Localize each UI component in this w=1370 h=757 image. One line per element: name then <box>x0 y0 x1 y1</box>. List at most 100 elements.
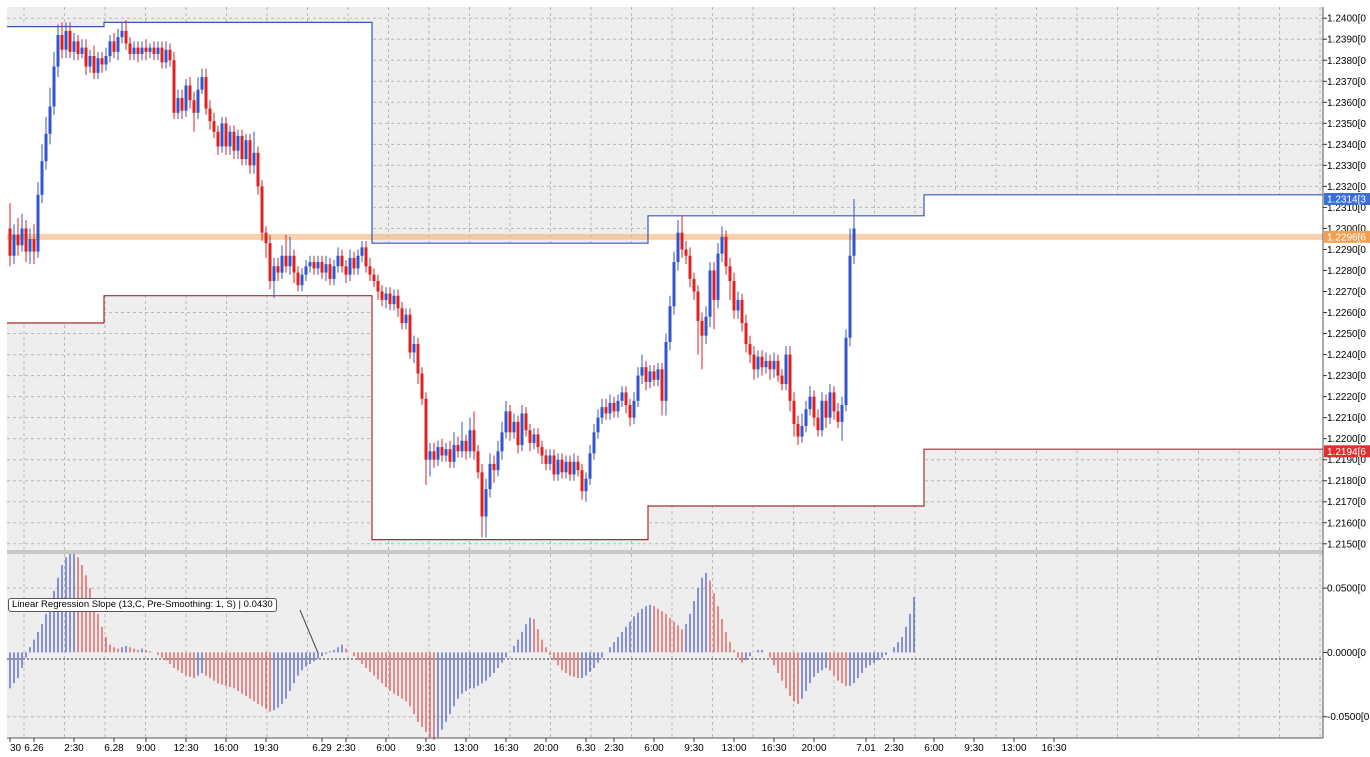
candle-up <box>656 369 660 380</box>
label-leader-line <box>299 609 319 654</box>
candle-up <box>668 306 672 342</box>
indicator-label[interactable]: Linear Regression Slope (13,C, Pre-Smoot… <box>8 598 277 612</box>
time-tick-label: 7.01 <box>856 743 876 754</box>
candle-down <box>824 400 828 418</box>
price-label-text: 1.2194[6 <box>1327 447 1366 458</box>
candle-up <box>140 47 144 54</box>
candle-down <box>724 236 728 267</box>
candle-up <box>120 30 124 38</box>
candle-down <box>416 344 420 374</box>
panel-separator[interactable] <box>7 550 1323 554</box>
candle-down <box>740 299 744 324</box>
candle-down <box>352 257 356 269</box>
price-tick-label: 1.2290[0 <box>1327 245 1366 256</box>
candle-up <box>532 434 536 443</box>
price-axis-ticks: 1.2400[0 1.2390[0 1.2380[0 1.2370[0 1.2360[0… <box>1323 14 1366 550</box>
candle-up <box>244 140 248 160</box>
candle-down <box>292 255 296 273</box>
time-tick-label: 19:30 <box>253 743 278 754</box>
candle-down <box>340 255 344 267</box>
candle-down <box>780 375 784 385</box>
candle-up <box>40 161 44 195</box>
candle-up <box>648 371 652 382</box>
candle-up <box>672 262 676 307</box>
candle-down <box>492 463 496 471</box>
candle-down <box>232 131 236 151</box>
candle-down <box>524 413 528 431</box>
candle-up <box>384 293 388 300</box>
candle-down <box>312 262 316 269</box>
indicator-tick-label: -0.0500[0 <box>1327 712 1370 723</box>
price-label-text: 1.2296[6 <box>1327 232 1366 243</box>
candle-up <box>736 299 740 311</box>
price-tick-label: 1.2170[0 <box>1327 497 1366 508</box>
candle-up <box>716 253 720 300</box>
price-tick-label: 1.2280[0 <box>1327 266 1366 277</box>
candle-down <box>604 407 608 414</box>
candle-down <box>508 411 512 433</box>
candle-up <box>564 461 568 473</box>
candle-up <box>616 400 620 412</box>
candle-up <box>436 447 440 460</box>
indicator-value: 0.0430 <box>243 599 273 610</box>
candle-down <box>380 291 384 300</box>
candle-down <box>684 249 688 256</box>
candle-down <box>652 371 656 380</box>
candle-up <box>664 341 668 401</box>
daily-range-fill <box>7 22 1323 540</box>
candle-up <box>348 257 352 275</box>
time-tick-label: 2:30 <box>64 743 84 754</box>
candle-down <box>124 30 128 44</box>
candle-up <box>844 337 848 406</box>
candle-down <box>744 323 748 345</box>
candle-down <box>180 98 184 111</box>
candle-up <box>360 247 364 256</box>
price-tick-label: 1.2400[0 <box>1327 14 1366 25</box>
candle-down <box>372 274 376 281</box>
time-tick-label: 13:00 <box>721 743 746 754</box>
price-tick-label: 1.2330[0 <box>1327 161 1366 172</box>
time-axis-ticks: 30 6.26 2:30 6.28 9:00 12:30 16:00 19:30 6.29 2:3… <box>9 738 1067 754</box>
candle-up <box>756 356 760 370</box>
candle-down <box>472 430 476 452</box>
time-tick-label: 13:00 <box>1001 743 1026 754</box>
candle-down <box>396 295 400 309</box>
candle-up <box>80 47 84 54</box>
candle-down <box>212 121 216 132</box>
price-label-box <box>1324 193 1370 206</box>
candle-up <box>176 98 180 113</box>
price-axis-background[interactable] <box>1324 0 1370 757</box>
candle-down <box>712 270 716 300</box>
candle-up <box>108 41 112 57</box>
candle-down <box>172 60 176 113</box>
time-tick-label: 6:00 <box>924 743 944 754</box>
candle-up <box>52 66 56 107</box>
candle-down <box>788 354 792 401</box>
time-tick-label: 9:00 <box>136 743 156 754</box>
candle-up <box>336 255 340 267</box>
price-label-box <box>1324 445 1370 458</box>
price-tick-label: 1.2270[0 <box>1327 287 1366 298</box>
candle-up <box>36 194 40 252</box>
candle-up <box>300 274 304 286</box>
candle-up <box>220 123 224 147</box>
candle-down <box>552 455 556 475</box>
candle-up <box>852 228 856 256</box>
time-tick-label: 9:30 <box>416 743 436 754</box>
candle-up <box>184 85 188 111</box>
candle-up <box>632 400 636 418</box>
candle-up <box>500 432 504 452</box>
candle-up <box>288 255 292 267</box>
price-tick-label: 1.2210[0 <box>1327 413 1366 424</box>
time-tick-label: 16:30 <box>493 743 518 754</box>
candle-up <box>444 449 448 456</box>
price-tick-label: 1.2250[0 <box>1327 329 1366 340</box>
candle-down <box>680 232 684 250</box>
candle-up <box>116 37 120 52</box>
candle-up <box>572 461 576 475</box>
time-tick-label: 2:30 <box>336 743 356 754</box>
candle-up <box>460 440 464 452</box>
candle-down <box>284 255 288 267</box>
candle-up <box>272 266 276 281</box>
